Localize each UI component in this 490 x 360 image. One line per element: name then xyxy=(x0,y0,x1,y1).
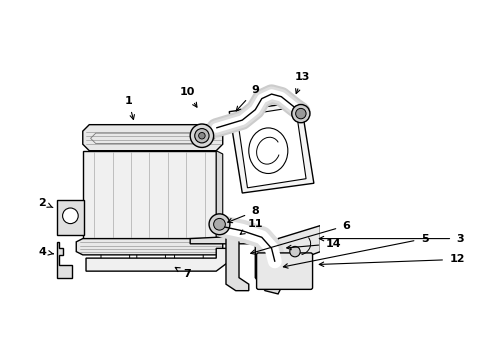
Text: 11: 11 xyxy=(240,219,263,234)
Text: 5: 5 xyxy=(283,234,428,268)
Polygon shape xyxy=(216,151,223,242)
Polygon shape xyxy=(278,226,320,261)
Text: 10: 10 xyxy=(179,87,197,107)
Polygon shape xyxy=(83,151,216,239)
Polygon shape xyxy=(255,235,281,294)
Polygon shape xyxy=(83,125,223,151)
Polygon shape xyxy=(229,102,314,193)
Text: 1: 1 xyxy=(124,95,134,120)
Text: 8: 8 xyxy=(228,206,259,223)
Polygon shape xyxy=(76,239,223,255)
Circle shape xyxy=(292,104,310,123)
Text: 3: 3 xyxy=(319,234,464,244)
Text: 9: 9 xyxy=(236,85,259,111)
Circle shape xyxy=(290,246,300,257)
Polygon shape xyxy=(57,199,84,235)
Text: 14: 14 xyxy=(287,239,341,250)
Circle shape xyxy=(195,129,209,143)
Circle shape xyxy=(209,214,230,235)
Polygon shape xyxy=(190,232,262,244)
FancyBboxPatch shape xyxy=(257,253,313,289)
FancyBboxPatch shape xyxy=(137,250,166,266)
Circle shape xyxy=(198,132,205,139)
Polygon shape xyxy=(226,224,249,291)
Text: 2: 2 xyxy=(39,198,53,208)
Circle shape xyxy=(190,124,214,148)
Polygon shape xyxy=(237,107,306,188)
Text: 6: 6 xyxy=(251,221,350,254)
Text: 4: 4 xyxy=(39,247,53,257)
Polygon shape xyxy=(57,242,72,278)
Circle shape xyxy=(214,219,225,230)
FancyBboxPatch shape xyxy=(101,250,130,266)
Polygon shape xyxy=(86,248,229,271)
Text: 7: 7 xyxy=(175,267,191,279)
Text: 13: 13 xyxy=(294,72,310,94)
Circle shape xyxy=(63,208,78,224)
Text: 12: 12 xyxy=(319,255,465,266)
FancyBboxPatch shape xyxy=(174,250,203,266)
Circle shape xyxy=(295,108,306,119)
